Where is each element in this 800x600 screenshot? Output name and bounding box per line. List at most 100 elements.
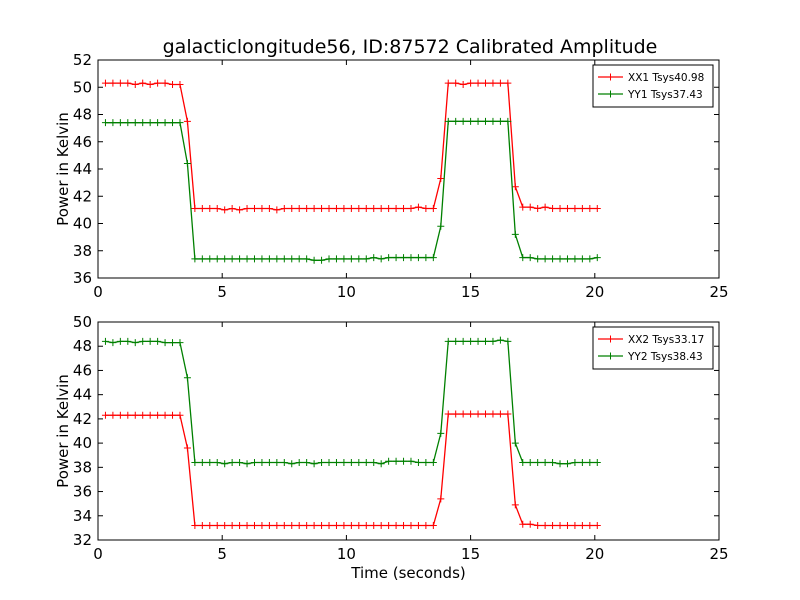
data-point [116,119,124,127]
data-point [206,255,214,263]
data-point [578,255,586,263]
data-point [578,205,586,213]
y-tick-label: 46 [73,361,92,379]
data-point [549,255,557,263]
data-point [154,119,162,127]
data-point [332,205,340,213]
data-point [526,458,534,466]
plot-frame [97,321,720,541]
data-point [347,205,355,213]
data-point [191,205,199,213]
data-point [496,117,504,125]
y-tick-label: 44 [73,386,92,404]
data-point [519,520,527,528]
data-point [332,255,340,263]
data-point [422,205,430,213]
data-point [191,521,199,529]
data-point [400,521,408,529]
data-point [541,203,549,211]
data-point [452,337,460,345]
data-point [504,117,512,125]
data-point [116,337,124,345]
data-point [437,222,445,230]
legend-marker [607,335,614,343]
data-point [154,79,162,87]
data-point [273,458,281,466]
data-point [377,205,385,213]
data-point [586,205,594,213]
data-point [511,183,519,191]
data-point [504,79,512,87]
data-point [578,521,586,529]
x-tick-label: 0 [93,283,103,301]
data-point [407,521,415,529]
data-point [556,460,564,468]
legend-label: XX1 Tsys40.98 [628,72,704,84]
data-point [183,160,191,168]
data-point [571,205,579,213]
data-point [288,205,296,213]
data-point [347,255,355,263]
data-point [250,255,258,263]
data-point [578,458,586,466]
data-point [303,458,311,466]
data-point [362,255,370,263]
y-tick-label: 34 [73,507,92,525]
data-point [131,411,139,419]
data-point [362,521,370,529]
data-point [325,458,333,466]
y-tick-label: 42 [73,410,92,428]
data-point [146,119,154,127]
data-point [385,457,393,465]
data-point [362,205,370,213]
data-point [526,520,534,528]
data-point [459,337,467,345]
data-point [467,337,475,345]
data-point [124,337,132,345]
data-point [116,79,124,87]
data-point [429,458,437,466]
data-point [571,458,579,466]
legend-box [592,326,714,370]
x-tick-label: 25 [709,545,728,563]
data-point [154,337,162,345]
data-point [332,521,340,529]
data-point [370,458,378,466]
y-axis-label: Power in Kelvin [54,112,72,226]
y-tick-label: 50 [73,78,92,96]
data-point [250,205,258,213]
data-point [392,254,400,262]
data-point [161,411,169,419]
data-point [176,339,184,347]
data-point [407,205,415,213]
data-point [534,521,542,529]
data-point [444,117,452,125]
data-point [109,339,117,347]
x-tick-label: 15 [461,545,480,563]
data-point [221,460,229,468]
legend-label: XX2 Tsys33.17 [628,334,704,346]
data-point [318,205,326,213]
y-tick-label: 32 [73,531,92,549]
data-point [571,255,579,263]
data-point [541,255,549,263]
data-point [131,119,139,127]
data-point [444,410,452,418]
data-point [243,521,251,529]
y-tick-label: 38 [73,458,92,476]
data-point [422,254,430,262]
data-point [385,205,393,213]
data-point [183,374,191,382]
data-point [429,521,437,529]
data-point [101,337,109,345]
legend-label: YY2 Tsys38.43 [627,351,703,363]
data-point [563,460,571,468]
data-point [280,255,288,263]
data-point [414,254,422,262]
data-point [437,495,445,503]
data-point [340,205,348,213]
data-point [146,337,154,345]
data-point [519,203,527,211]
data-point [593,254,601,262]
